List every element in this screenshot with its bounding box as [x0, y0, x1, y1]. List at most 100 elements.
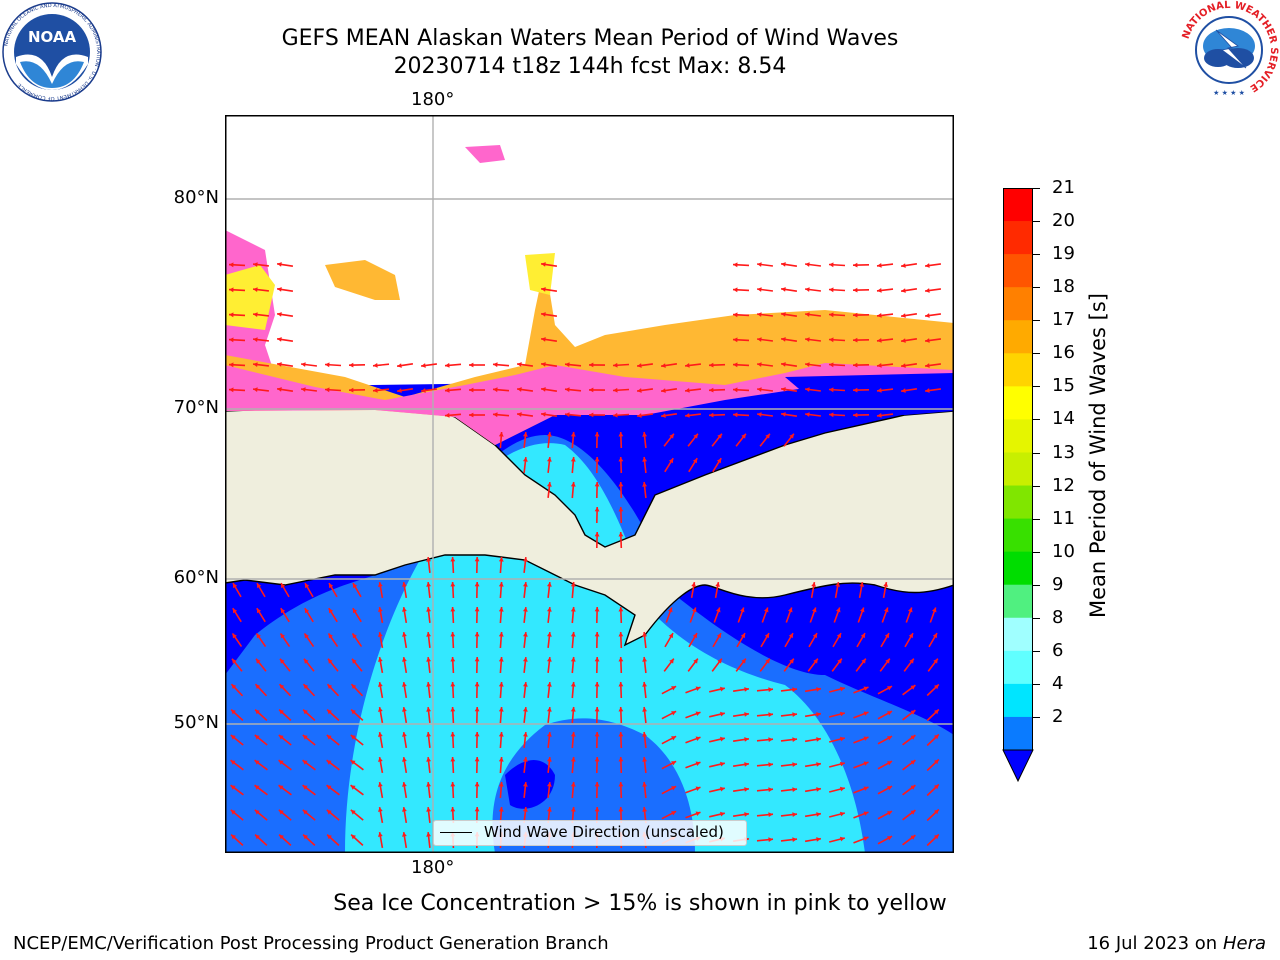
- wind-wave-arrowhead: [836, 607, 841, 613]
- colorbar-tick: [1033, 386, 1040, 388]
- wind-wave-arrowhead: [474, 657, 480, 662]
- colorbar-tick-label: 13: [1052, 441, 1075, 463]
- wind-wave-arrowhead: [671, 711, 677, 716]
- colorbar-tick: [1033, 419, 1040, 421]
- wind-wave-arrowhead: [278, 785, 284, 790]
- wind-wave-arrowhead: [570, 482, 576, 487]
- wind-wave-arrowhead: [768, 687, 773, 692]
- wind-wave-arrowhead: [498, 757, 504, 762]
- wind-wave-arrowhead: [350, 760, 356, 765]
- wind-wave-arrowhead: [301, 387, 306, 392]
- wind-wave-arrowhead: [301, 362, 306, 367]
- colorbar-tick-label: 9: [1052, 573, 1064, 595]
- wind-wave-arrowhead: [811, 582, 816, 587]
- wind-wave-arrowhead: [716, 607, 721, 613]
- colorbar-tick: [1033, 683, 1040, 685]
- wind-wave-arrowhead: [885, 658, 890, 664]
- wind-wave-arrowhead: [709, 412, 714, 418]
- wind-wave-arrowhead: [925, 263, 930, 268]
- wind-wave-arrowhead: [547, 782, 552, 787]
- wind-wave-arrowhead: [618, 732, 624, 737]
- wind-wave-arrowhead: [661, 388, 666, 393]
- wind-wave-arrowhead: [839, 836, 845, 842]
- wind-wave-arrowhead: [805, 337, 810, 342]
- colorbar-tick-label: 18: [1052, 276, 1075, 298]
- wind-wave-arrowhead: [594, 532, 600, 537]
- colorbar-tick: [1033, 551, 1040, 553]
- wind-wave-arrowhead: [474, 557, 480, 562]
- colorbar-tick-label: 10: [1052, 540, 1075, 562]
- lat-label-60: 60°N: [173, 567, 219, 588]
- wind-wave-arrowhead: [934, 834, 939, 840]
- wind-wave-arrowhead: [816, 737, 821, 742]
- wind-wave-arrowhead: [302, 809, 308, 815]
- wind-wave-arrowhead: [671, 761, 677, 766]
- wind-wave-arrowhead: [378, 757, 383, 762]
- wind-wave-arrowhead: [661, 363, 666, 368]
- colorbar-tick-label: 11: [1052, 507, 1075, 529]
- wind-wave-arrowhead: [254, 809, 260, 815]
- wind-wave-arrowhead: [642, 657, 647, 662]
- wind-wave-arrowhead: [498, 732, 504, 737]
- wind-wave-arrowhead: [256, 658, 261, 664]
- wind-wave-arrowhead: [402, 807, 407, 812]
- wind-wave-arrowhead: [717, 433, 722, 439]
- wind-wave-arrowhead: [570, 432, 576, 437]
- colorbar-segment: [1003, 683, 1033, 718]
- wind-wave-arrowhead: [450, 657, 456, 662]
- wind-wave-arrowhead: [570, 632, 576, 637]
- colorbar-segment: [1003, 617, 1033, 652]
- wind-wave-arrowhead: [547, 707, 552, 712]
- wind-wave-arrowhead: [744, 762, 749, 767]
- wind-wave-arrowhead: [908, 607, 913, 613]
- wind-wave-arrowhead: [378, 707, 383, 712]
- wind-wave-arrowhead: [853, 387, 858, 393]
- wind-wave-arrowhead: [304, 658, 309, 664]
- wind-wave-arrowhead: [421, 363, 426, 368]
- wind-wave-arrowhead: [716, 458, 722, 464]
- wind-wave-arrowhead: [925, 338, 930, 343]
- wind-wave-arrowhead: [541, 287, 546, 292]
- wind-wave-arrowhead: [426, 657, 431, 662]
- wind-wave-arrowhead: [887, 761, 892, 766]
- wind-wave-arrowhead: [570, 782, 576, 787]
- wind-wave-arrowhead: [877, 388, 882, 393]
- wind-wave-arrowhead: [642, 807, 647, 812]
- colorbar-segment: [1003, 518, 1033, 553]
- wind-wave-arrowhead: [733, 287, 738, 293]
- wind-wave-arrowhead: [378, 832, 383, 837]
- wind-wave-arrowhead: [829, 287, 834, 293]
- wind-wave-arrowhead: [523, 432, 528, 437]
- wind-wave-arrowhead: [618, 682, 624, 687]
- wind-wave-arrowhead: [277, 287, 282, 292]
- wind-wave-arrowhead: [859, 582, 864, 587]
- wind-wave-arrowhead: [933, 658, 938, 664]
- wind-wave-arrowhead: [908, 633, 913, 639]
- wind-wave-arrowhead: [805, 412, 810, 417]
- colorbar-segment: [1003, 320, 1033, 354]
- colorbar-segment: [1003, 485, 1033, 520]
- wind-wave-arrowhead: [813, 658, 818, 664]
- wind-wave-arrowhead: [637, 363, 642, 368]
- wind-wave-arrowhead: [860, 633, 865, 639]
- wind-wave-arrowhead: [934, 684, 939, 690]
- colorbar-tick: [1033, 254, 1040, 256]
- wind-wave-arrowhead: [853, 312, 858, 318]
- colorbar-tick: [1033, 617, 1040, 619]
- colorbar-tick: [1033, 353, 1040, 355]
- wind-wave-arrowhead: [256, 633, 261, 639]
- wind-wave-arrowhead: [498, 582, 504, 587]
- wind-wave-arrowhead: [887, 786, 892, 791]
- wind-wave-arrowhead: [618, 807, 624, 812]
- wind-wave-arrowhead: [523, 582, 528, 587]
- wind-wave-arrowhead: [351, 684, 357, 689]
- wind-wave-arrowhead: [668, 607, 673, 613]
- wind-wave-arrowhead: [618, 482, 624, 487]
- wind-wave-arrowhead: [498, 432, 504, 437]
- wind-wave-arrowhead: [692, 633, 697, 639]
- wind-wave-arrowhead: [835, 582, 840, 587]
- wind-wave-arrowhead: [839, 786, 845, 792]
- wind-wave-arrowhead: [836, 633, 841, 639]
- wind-wave-arrowhead: [326, 785, 332, 790]
- wind-wave-arrowhead: [589, 387, 594, 393]
